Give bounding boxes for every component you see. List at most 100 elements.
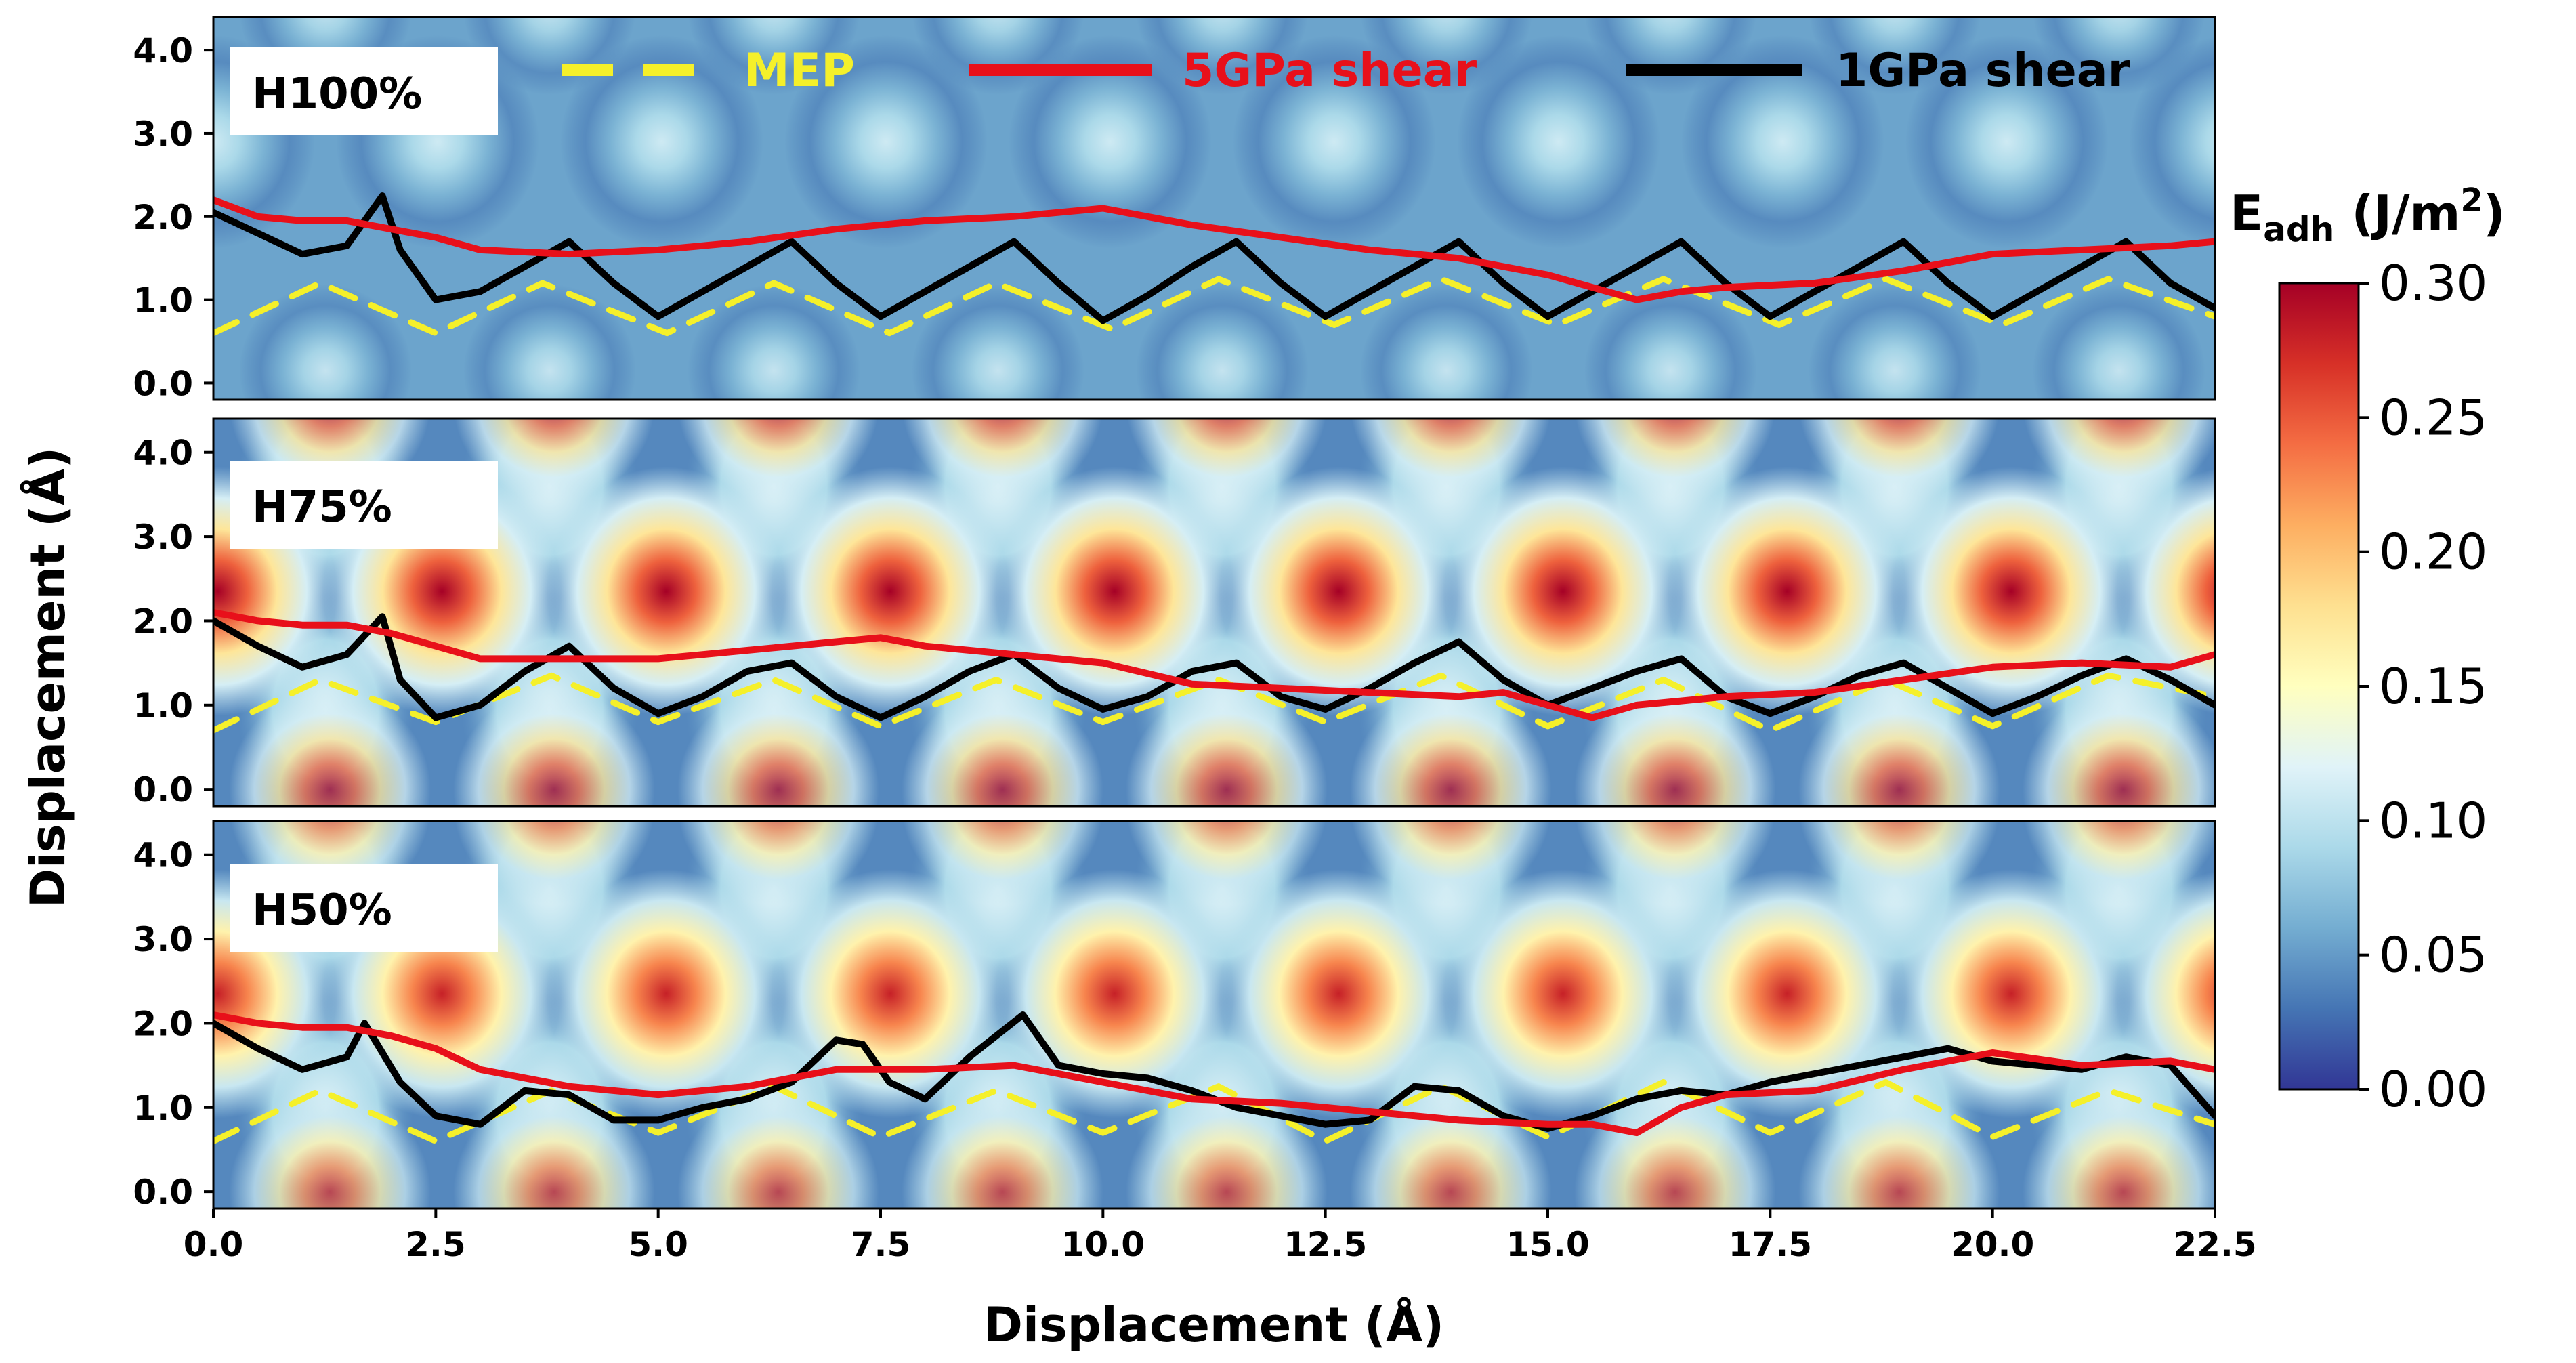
y-ticks: 0.0 1.0 2.0 3.0 4.0 (133, 836, 213, 1212)
heatmap-site (1808, 284, 1981, 400)
heatmap-site (229, 1091, 431, 1209)
heatmap-site (1126, 688, 1328, 806)
panel-label-box (230, 864, 498, 952)
y-tick-label: 1.0 (133, 281, 193, 320)
y-tick-label: 0.0 (133, 364, 193, 403)
x-tick-label: 2.5 (406, 1225, 466, 1264)
axes-frame (212, 820, 2216, 1210)
legend-label-5gpa: 5GPa shear (1182, 44, 1477, 98)
heatmap-site (996, 467, 1233, 716)
ridge-mark (2479, 371, 2576, 601)
colorbar-gradient (2278, 282, 2360, 1091)
y-axis-title: Displacement (Å) (20, 447, 76, 908)
heatmap-site (1800, 821, 1999, 905)
heatmap-site (772, 467, 1009, 716)
colorbar-tick-label: 0.30 (2379, 255, 2487, 312)
series-lines (213, 609, 2215, 734)
heatmap-site (239, 284, 412, 400)
heatmap-site (453, 688, 655, 806)
colorbar-tick-label: 0.00 (2379, 1061, 2487, 1118)
colorbar-title-main: E (2230, 185, 2263, 242)
x-tick-label: 7.5 (851, 1225, 911, 1264)
axes-frame (212, 417, 2216, 808)
series-lines (213, 192, 2215, 337)
heatmap-site (1668, 467, 1906, 716)
heatmap-site (2023, 1091, 2215, 1209)
heatmap-site (2024, 821, 2215, 905)
colorbar-tick-label: 0.25 (2379, 389, 2487, 446)
y-tick-label: 4.0 (133, 434, 193, 473)
colorbar-title-unit: (J/m (2334, 185, 2460, 242)
x-tick-label: 12.5 (1284, 1225, 1367, 1264)
heatmap-site (2257, 0, 2430, 95)
heatmap-site (1444, 467, 1682, 716)
heatmap-site (547, 467, 785, 716)
series-1gpa-line (213, 192, 2215, 324)
colorbar-tick-label: 0.20 (2379, 524, 2487, 581)
heatmap-site (679, 821, 878, 905)
y-tick-label: 3.0 (133, 114, 193, 154)
colorbar-title-sup: 2 (2460, 182, 2483, 219)
colorbar: Eadh (J/m2) 0.00 0.05 0.10 0.15 0.20 0.25 0.30 (2230, 182, 2506, 1118)
series-1gpa-line (213, 613, 2215, 721)
series-mep-line (213, 276, 2215, 337)
panel-h50: 0.0 1.0 2.0 3.0 4.0 H50% (133, 820, 2576, 1227)
axes-frame (212, 16, 2216, 401)
heatmap-site (559, 35, 763, 249)
series-5gpa-line (213, 609, 2215, 721)
heatmap-site (1574, 688, 1776, 806)
heatmap-site (772, 869, 1009, 1118)
heatmap-site (903, 821, 1102, 905)
y-tick-label: 2.0 (133, 1004, 193, 1043)
heatmap-site (1905, 35, 2109, 249)
panel-label-box (230, 461, 498, 549)
colorbar-title-close: ) (2483, 185, 2506, 242)
heatmap-site (911, 284, 1084, 400)
heatmap-site (1893, 869, 2130, 1118)
heatmap-site (455, 821, 654, 905)
heatmap-site (229, 688, 431, 806)
heatmap-site (687, 284, 860, 400)
y-ticks: 0.0 1.0 2.0 3.0 4.0 (133, 434, 213, 810)
heatmap-site (903, 419, 1102, 503)
x-tick-label: 17.5 (1729, 1225, 1812, 1264)
heatmap-site (1135, 284, 1309, 400)
heatmap-site (1232, 35, 1436, 249)
x-ticks: 0.0 2.5 5.0 7.5 10.0 12.5 15.0 17.5 20.0 22.5 (184, 1209, 2257, 1264)
ridge-mark (2479, 594, 2576, 824)
heatmap-site (902, 1091, 1103, 1209)
colorbar-tick-label: 0.15 (2379, 658, 2487, 715)
heatmap-site (453, 1091, 655, 1209)
heatmap-site (1350, 688, 1552, 806)
legend: MEP 5GPa shear 1GPa shear (562, 44, 2131, 98)
x-axis-title: Displacement (Å) (984, 1297, 1444, 1353)
panel-label-box (230, 47, 498, 135)
x-tick-label: 0.0 (184, 1225, 244, 1264)
x-tick-label: 20.0 (1951, 1225, 2034, 1264)
heatmap-site (2032, 284, 2205, 400)
heatmap-site (1456, 35, 1660, 249)
series-1gpa-line (213, 1011, 2215, 1132)
heatmap-site (2117, 468, 2215, 714)
y-tick-label: 2.0 (133, 602, 193, 641)
colorbar-title-sub: adh (2263, 210, 2334, 249)
heatmap-site (1127, 419, 1326, 503)
ridge-mark (2479, 997, 2576, 1227)
heatmap-site (463, 284, 636, 400)
heatmap-site (1008, 35, 1212, 249)
colorbar-tick-label: 0.05 (2379, 927, 2487, 984)
heatmap-site (677, 688, 879, 806)
panel-label: H75% (252, 482, 392, 532)
heatmap-site (2024, 419, 2215, 503)
heatmap-site (1798, 1091, 2000, 1209)
y-tick-label: 3.0 (133, 920, 193, 959)
y-ticks: 0.0 1.0 2.0 3.0 4.0 (133, 31, 213, 403)
heatmap-site (996, 869, 1233, 1118)
y-tick-label: 3.0 (133, 518, 193, 557)
heatmap-sites (213, 821, 2576, 1227)
panel-label: H50% (252, 885, 392, 936)
x-tick-label: 10.0 (1061, 1225, 1145, 1264)
series-mep-line (213, 672, 2215, 734)
series-5gpa-line (213, 1011, 2215, 1137)
